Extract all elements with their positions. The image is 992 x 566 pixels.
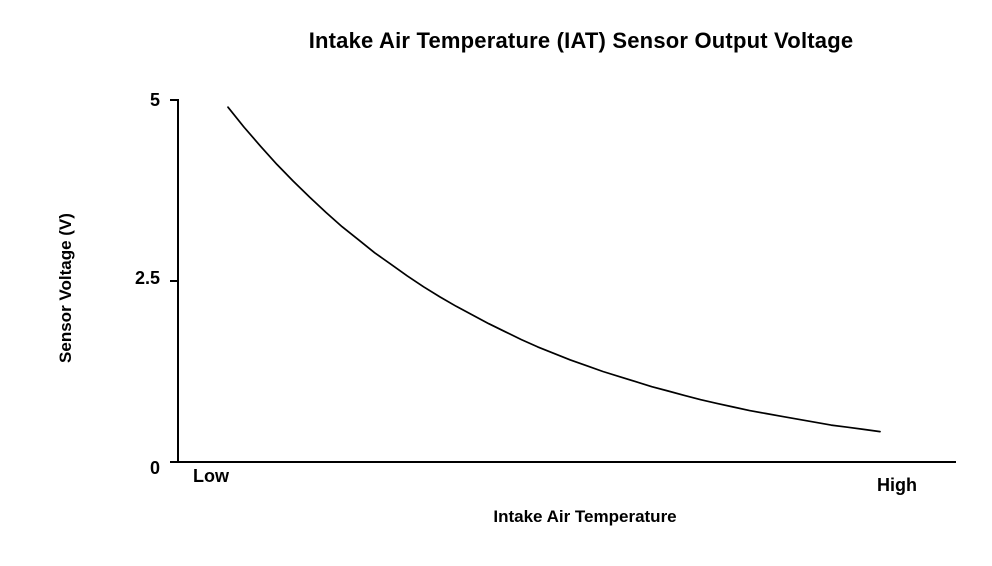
y-tick-label-0: 0 [149, 458, 160, 478]
y-tick-label-5: 5 [149, 90, 160, 110]
x-axis-title: Intake Air Temperature [493, 507, 677, 526]
y-tick-label-2point5: 2.5 [134, 268, 160, 288]
y-axis-tick-marks [170, 99, 178, 463]
y-axis-title: Sensor Voltage (V) [56, 213, 75, 363]
chart-title: Intake Air Temperature (IAT) Sensor Outp… [308, 28, 854, 53]
x-axis-label-low: Low [193, 466, 229, 486]
chart-axes [177, 99, 956, 463]
x-axis-label-high: High [877, 475, 917, 495]
iat-voltage-curve [227, 106, 881, 433]
